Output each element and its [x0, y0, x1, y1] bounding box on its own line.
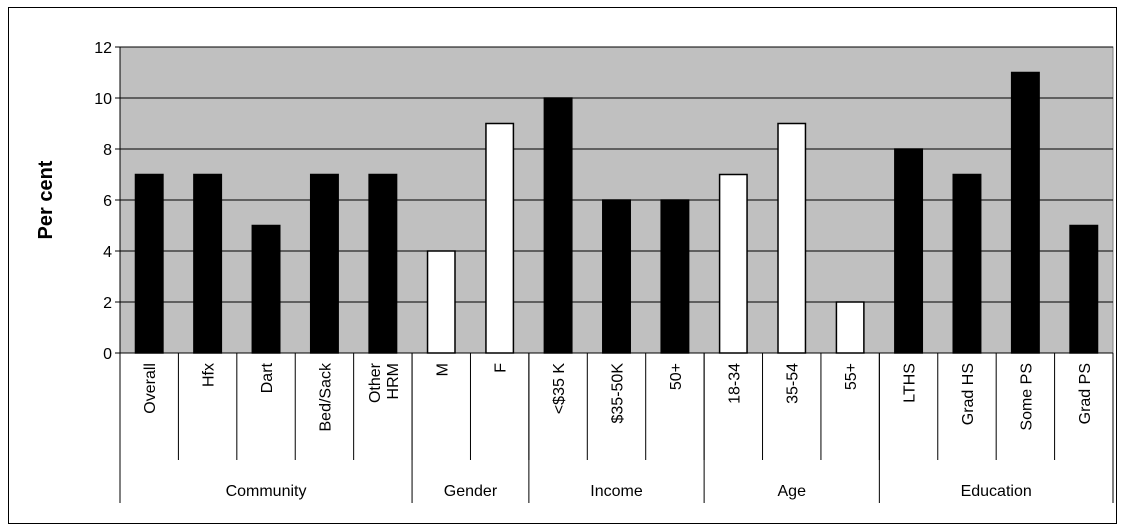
bar: [602, 199, 631, 354]
bar: [952, 173, 982, 354]
bar: [134, 173, 164, 354]
category-label: 55+: [843, 363, 860, 390]
bar: [543, 97, 573, 354]
bar: [1069, 224, 1099, 354]
bar: [660, 199, 690, 354]
category-label: Bed/Sack: [317, 362, 334, 431]
category-label: Some PS: [1018, 363, 1035, 431]
bar: [894, 148, 924, 354]
bar: [835, 301, 865, 354]
y-axis-ticks: 0 2 4 6 8 10 12: [94, 40, 121, 363]
y-tick-label: 12: [94, 40, 112, 57]
x-axis: Overall Hfx Dart Bed/Sack Other HRM M F <$35 K $3…: [119, 352, 1114, 503]
y-tick-label: 10: [94, 91, 112, 108]
category-label: $35-50K: [610, 363, 627, 424]
category-label: M: [434, 363, 451, 376]
group-label: Income: [590, 483, 643, 500]
y-tick-label: 8: [103, 142, 112, 159]
bar: [718, 173, 748, 354]
category-label: 50+: [668, 363, 685, 390]
category-label: Hfx: [201, 363, 218, 387]
y-tick-label: 6: [103, 193, 112, 210]
group-label: Gender: [444, 483, 498, 500]
y-tick-label: 2: [103, 295, 112, 312]
category-label: Grad PS: [1077, 363, 1094, 424]
bar: [368, 173, 398, 354]
category-label: Overall: [142, 363, 159, 414]
category-label: LTHS: [902, 363, 919, 403]
bar: [193, 173, 223, 354]
y-tick-label: 4: [103, 244, 112, 261]
group-label: Education: [961, 483, 1032, 500]
category-label: Other: [367, 362, 384, 403]
bar: [777, 122, 807, 354]
category-label: 18-34: [726, 363, 743, 404]
category-label: HRM: [385, 363, 402, 399]
category-label: <$35 K: [551, 363, 568, 414]
y-axis-label: Per cent: [35, 160, 57, 239]
category-label: Dart: [259, 362, 276, 393]
bar: [251, 224, 281, 354]
y-tick-label: 0: [103, 346, 112, 363]
bar: [309, 173, 339, 354]
group-label: Age: [778, 483, 807, 500]
bar: [1010, 71, 1040, 354]
category-label: F: [493, 363, 510, 373]
category-label: 35-54: [785, 363, 802, 404]
bar: [426, 250, 456, 354]
group-label: Community: [226, 483, 307, 500]
category-label: Grad HS: [960, 363, 977, 425]
bar: [485, 122, 515, 354]
